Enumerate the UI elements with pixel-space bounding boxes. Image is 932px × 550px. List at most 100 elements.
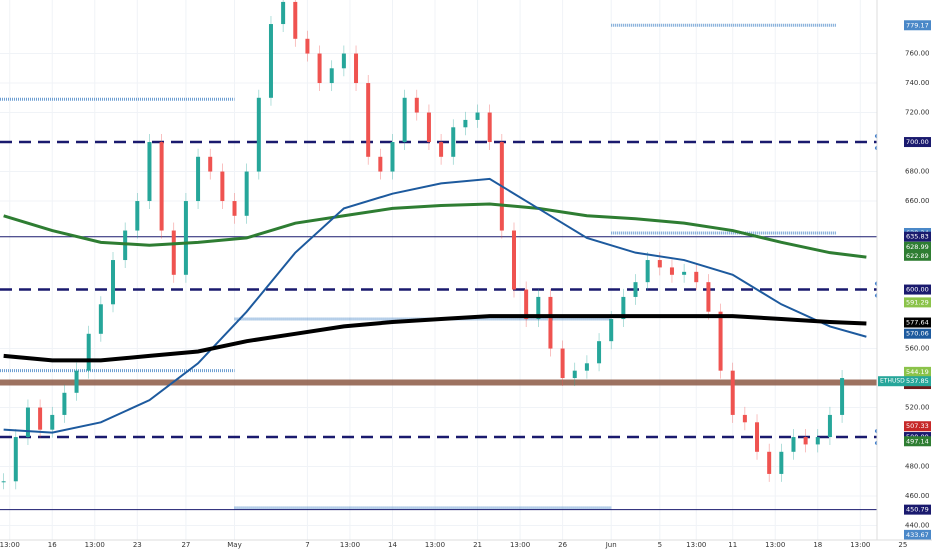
candle [293,1,298,39]
candle [341,53,346,69]
price-tag-label: 497.14 [906,437,929,445]
x-tick-label: 7 [305,541,309,549]
candle [366,83,371,157]
candle [159,142,164,231]
y-tick-label: 660.00 [905,197,930,205]
price-tag [904,241,931,252]
y-tick-label: 760.00 [905,50,930,58]
candle [742,414,747,423]
x-tick-label: 25 [898,541,907,549]
x-tick-label: 14 [388,541,397,549]
candle [584,363,589,371]
x-tick-label: 13:00 [510,541,530,549]
candle [38,407,43,430]
candle [147,142,152,202]
candle [1,481,6,483]
candle [524,289,529,320]
x-tick-label: 18 [813,541,822,549]
candle [135,201,140,231]
price-tag [904,231,931,242]
price-tag [904,297,931,308]
x-tick-label: 13:00 [765,541,785,549]
candle [414,97,419,113]
price-tag-label: 544.19 [906,368,929,376]
moving-average [3,202,867,259]
candle [244,171,249,216]
y-tick-label: 740.00 [905,79,930,87]
y-tick-label: 520.00 [905,404,930,412]
price-axis [877,0,932,540]
candle [256,97,261,172]
candle [779,451,784,474]
price-tag [904,504,931,515]
y-tick-label: 680.00 [905,168,930,176]
candle [220,171,225,202]
x-tick-label: 16 [48,541,57,549]
price-tag [904,421,931,432]
price-tag [904,317,931,328]
candle [827,414,832,438]
x-tick-label: Jun [605,541,617,549]
price-tag-label: 570.06 [906,330,929,338]
candle [511,230,516,290]
candle [840,378,845,415]
price-tag-label: 600.00 [906,286,929,294]
candle [111,260,116,305]
candle [268,24,273,98]
candle [487,112,492,143]
y-tick-label: 560.00 [905,345,930,353]
candle [98,304,103,334]
candle [281,1,286,25]
x-tick-label: 13:00 [0,541,20,549]
candle [633,282,638,297]
candle [439,142,444,157]
y-tick-label: 720.00 [905,109,930,117]
candle [463,119,468,128]
x-tick-label: 13:00 [340,541,360,549]
candle [354,53,359,84]
price-tag [904,137,931,148]
price-tag [904,436,931,447]
x-tick-label: 13:00 [85,541,105,549]
candle [706,282,711,312]
y-tick-label: 460.00 [905,492,930,500]
price-tag [904,20,931,31]
symbol-label: ETHUSD [880,378,905,385]
candle [451,127,456,157]
candle [597,341,602,364]
price-tag-label: 450.79 [906,506,929,514]
price-tag-label: 635.83 [906,233,929,241]
candle [803,437,808,445]
x-tick-label: 13:00 [850,541,870,549]
x-tick-label: 26 [558,541,567,549]
candle [475,112,480,120]
candle [317,53,322,84]
candle [13,437,18,482]
x-tick-label: 23 [133,541,142,549]
candle [718,311,723,371]
candle [196,156,201,202]
candle [390,142,395,172]
candle [767,451,772,474]
price-tag-label: 433.67 [906,531,929,539]
candle [621,296,626,320]
y-tick-label: 440.00 [905,522,930,530]
price-tag-label: 779.17 [906,21,929,29]
candle [609,319,614,342]
candle [62,392,67,415]
candle [548,296,553,349]
candle [378,156,383,172]
candle [208,156,213,172]
price-tag [904,366,931,377]
candle [694,271,699,283]
candle [755,422,760,452]
candle [171,230,176,275]
plot [0,0,877,540]
price-tag-label: 700.00 [906,138,929,146]
price-tag [904,250,931,261]
last-price-label: 537.85 [906,377,929,385]
price-tag-label: 628.99 [906,243,929,251]
x-tick-label: 21 [473,541,482,549]
x-tick-label: May [227,541,241,549]
